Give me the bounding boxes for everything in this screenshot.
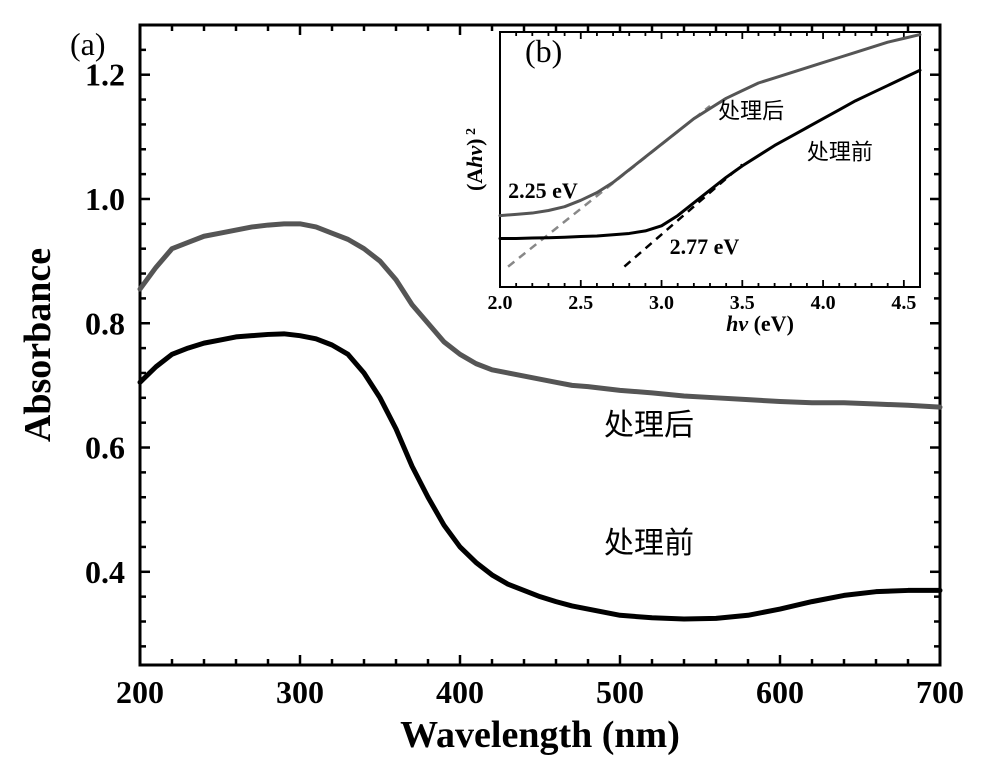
- main-series-label-处理后: 处理后: [604, 409, 694, 442]
- inset-xlabel: hv (eV): [726, 311, 794, 336]
- inset-xtick-label: 2.0: [488, 292, 513, 314]
- main-xtick-label: 500: [596, 674, 644, 710]
- inset-series-label-处理后-inset: 处理后: [718, 99, 784, 124]
- inset-xtick-label: 4.5: [891, 292, 916, 314]
- main-xtick-label: 200: [116, 674, 164, 710]
- inset-annotation-0: 2.25 eV: [508, 178, 578, 203]
- chart-container: 200 300 400 500 600 700 0.4 0.6 0.8 1.0 1.2 Wavelen…: [0, 0, 1000, 780]
- inset-xtick-label: 4.0: [811, 292, 836, 314]
- main-ytick-label: 1.0: [85, 181, 125, 217]
- panel-label-a: (a): [70, 26, 106, 62]
- inset-series-label-处理前-inset: 处理前: [807, 140, 873, 165]
- main-xtick-label: 600: [756, 674, 804, 710]
- panel-label-b: (b): [525, 33, 562, 69]
- main-xtick-label: 400: [436, 674, 484, 710]
- main-series-label-处理前: 处理前: [604, 527, 694, 560]
- main-ylabel: Absorbance: [17, 248, 59, 442]
- main-xtick-label: 300: [276, 674, 324, 710]
- inset-xtick-label: 2.5: [568, 292, 593, 314]
- inset-xtick-label: 3.0: [649, 292, 674, 314]
- inset-annotation-1: 2.77 eV: [670, 234, 740, 259]
- main-ytick-label: 1.2: [85, 57, 125, 93]
- main-xtick-label: 700: [916, 674, 964, 710]
- main-ytick-label: 0.6: [85, 430, 125, 466]
- chart-svg: 200 300 400 500 600 700 0.4 0.6 0.8 1.0 1.2 Wavelen…: [0, 0, 1000, 780]
- main-ytick-label: 0.4: [85, 554, 125, 590]
- main-xlabel: Wavelength (nm): [400, 714, 680, 756]
- main-ytick-label: 0.8: [85, 305, 125, 341]
